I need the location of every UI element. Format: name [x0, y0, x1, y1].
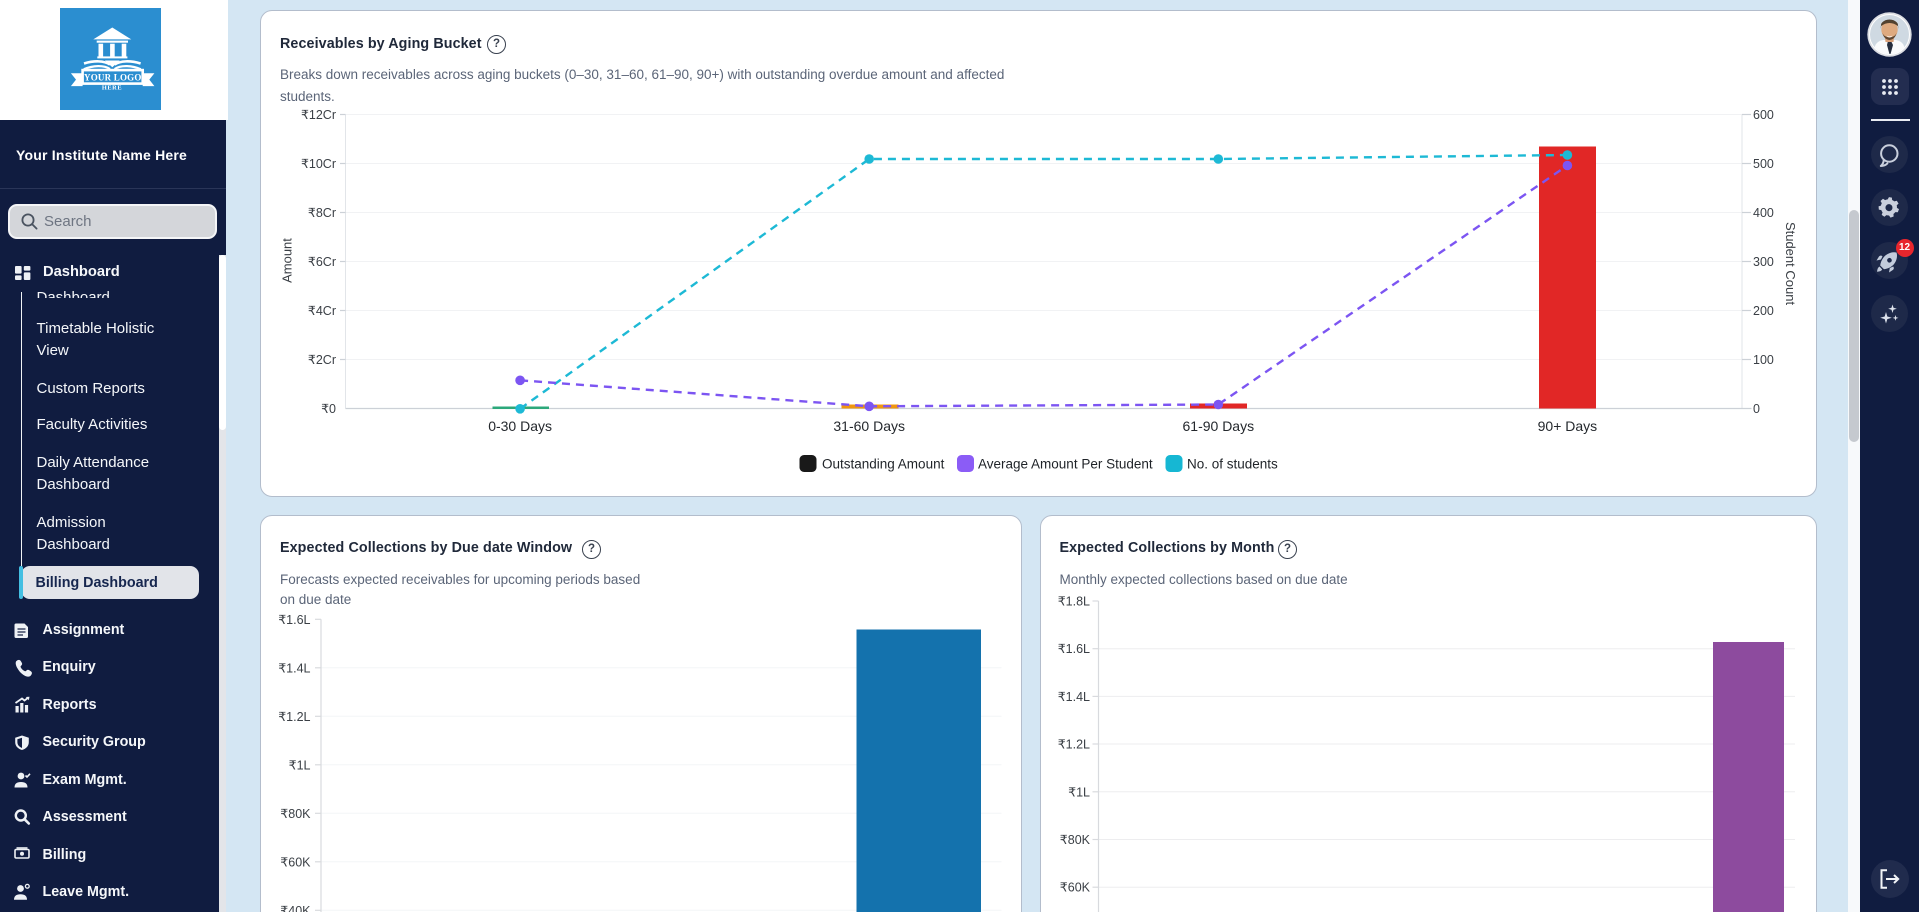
svg-text:Amount: Amount	[279, 238, 294, 283]
svg-text:61-90 Days: 61-90 Days	[1182, 418, 1254, 434]
svg-text:₹8Cr: ₹8Cr	[307, 206, 335, 220]
svg-text:200: 200	[1753, 304, 1774, 318]
svg-text:₹1.6L: ₹1.6L	[1058, 642, 1090, 656]
svg-text:500: 500	[1753, 157, 1774, 171]
svg-text:100: 100	[1753, 353, 1774, 367]
svg-text:₹1.4L: ₹1.4L	[278, 661, 310, 675]
svg-text:₹1.4L: ₹1.4L	[1058, 690, 1090, 704]
svg-text:₹4Cr: ₹4Cr	[307, 304, 335, 318]
svg-text:Student Count: Student Count	[1783, 222, 1798, 306]
svg-text:₹80K: ₹80K	[280, 807, 311, 821]
svg-text:₹10Cr: ₹10Cr	[300, 157, 335, 171]
svg-text:Average Amount Per Student: Average Amount Per Student	[978, 457, 1153, 472]
svg-text:₹1.2L: ₹1.2L	[1058, 738, 1090, 752]
svg-text:₹60K: ₹60K	[1060, 881, 1091, 895]
svg-text:600: 600	[1753, 108, 1774, 122]
svg-text:₹1.6L: ₹1.6L	[278, 613, 310, 627]
svg-text:0: 0	[1753, 402, 1760, 416]
svg-text:₹1.8L: ₹1.8L	[1058, 595, 1090, 609]
svg-text:0-30 Days: 0-30 Days	[488, 418, 552, 434]
svg-text:No. of students: No. of students	[1187, 457, 1278, 472]
svg-text:YOUR LOGO: YOUR LOGO	[84, 73, 142, 83]
svg-text:300: 300	[1753, 255, 1774, 269]
svg-text:₹12Cr: ₹12Cr	[300, 108, 335, 122]
svg-text:₹80K: ₹80K	[1060, 833, 1091, 847]
svg-text:₹6Cr: ₹6Cr	[307, 255, 335, 269]
svg-text:₹2Cr: ₹2Cr	[307, 353, 335, 367]
svg-text:₹1L: ₹1L	[1068, 785, 1090, 799]
svg-text:₹1.2L: ₹1.2L	[278, 710, 310, 724]
svg-text:31-60 Days: 31-60 Days	[833, 418, 905, 434]
svg-text:Outstanding Amount: Outstanding Amount	[822, 457, 945, 472]
svg-text:90+ Days: 90+ Days	[1537, 418, 1597, 434]
svg-text:₹40K: ₹40K	[280, 904, 311, 912]
svg-text:₹0: ₹0	[321, 402, 336, 416]
svg-text:HERE: HERE	[102, 85, 122, 92]
svg-text:₹1L: ₹1L	[288, 758, 310, 772]
svg-text:₹60K: ₹60K	[280, 855, 311, 869]
svg-text:400: 400	[1753, 206, 1774, 220]
